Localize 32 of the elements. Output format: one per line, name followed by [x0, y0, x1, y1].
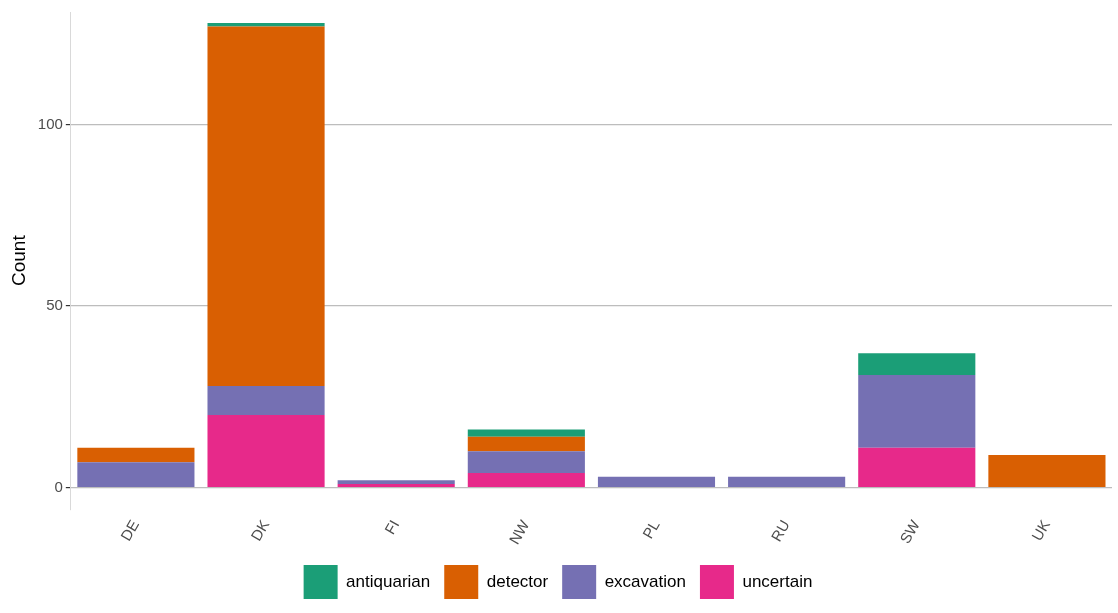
x-tick-label: UK: [1027, 516, 1054, 544]
bar: [858, 375, 976, 448]
bar: [467, 429, 585, 437]
bar: [988, 454, 1106, 487]
y-tick-label: 0: [54, 477, 63, 495]
bar: [207, 414, 325, 487]
bar: [467, 436, 585, 452]
bar: [207, 385, 325, 415]
bar: [467, 451, 585, 474]
x-tick-label: NW: [505, 516, 533, 548]
bar: [207, 26, 325, 386]
y-axis-title: Count: [7, 234, 29, 287]
x-tick-label: FI: [380, 516, 403, 537]
bar: [207, 22, 325, 27]
bar: [728, 476, 846, 487]
y-tick-label: 100: [37, 114, 63, 132]
x-tick-label: DK: [247, 516, 273, 544]
x-tick-label: RU: [767, 516, 793, 545]
legend-label: detector: [486, 571, 549, 591]
bar: [467, 473, 585, 487]
y-tick-label: 50: [46, 296, 63, 314]
x-tick-label: DE: [116, 516, 143, 544]
x-tick-label: SW: [896, 516, 924, 547]
bar: [858, 353, 976, 376]
x-tick-label: PL: [638, 516, 663, 542]
legend-label: uncertain: [742, 571, 813, 591]
legend-label: antiquarian: [346, 571, 431, 591]
bar: [597, 476, 716, 487]
bar: [77, 447, 195, 463]
legend-label: excavation: [604, 571, 686, 591]
bar: [858, 447, 976, 487]
bar: [77, 462, 195, 487]
